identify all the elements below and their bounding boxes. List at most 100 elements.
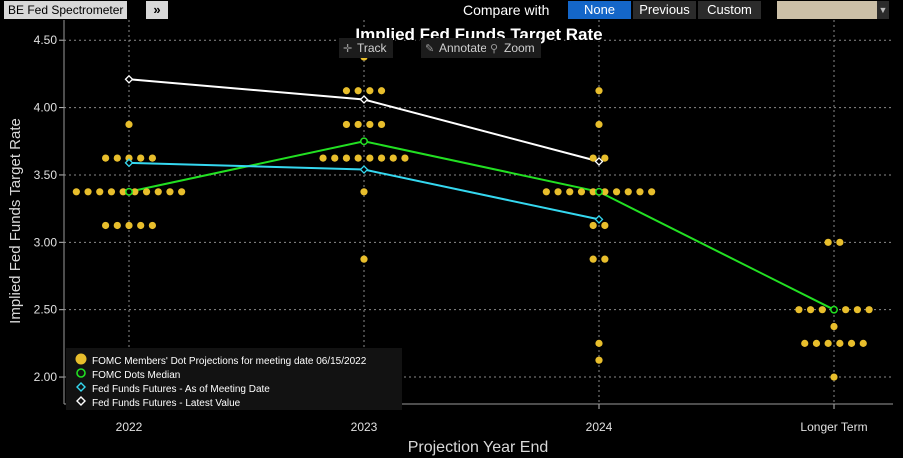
median-marker (830, 305, 838, 314)
dot-projection (113, 221, 121, 230)
track-label: Track (357, 41, 387, 55)
dot-projection (589, 255, 597, 263)
futures-marker (594, 214, 604, 224)
dot-projection (354, 87, 362, 95)
legend-diamond-icon (74, 381, 88, 398)
compare-label: Compare with (463, 2, 550, 18)
y-tick-label: 4.50 (34, 33, 58, 47)
annotate-button[interactable]: ✎ Annotate (421, 38, 494, 58)
dot-projection (319, 154, 327, 162)
dot-projection (595, 339, 603, 347)
dot-projection (125, 221, 133, 230)
legend-item-futures-latest: Fed Funds Futures - Latest Value (74, 395, 240, 409)
dot-projection (72, 188, 80, 196)
dot-projection (577, 188, 586, 196)
median-marker (360, 137, 368, 146)
dot-projection (401, 154, 409, 162)
dot-projection (107, 188, 116, 196)
dot-projection (836, 238, 844, 246)
dot-projection (566, 188, 574, 196)
y-axis-label: Implied Fed Funds Target Rate (7, 118, 24, 324)
dot-projection (148, 221, 156, 230)
legend-diamond-icon (74, 395, 88, 412)
tick-labels: 2.00 2.50 3.00 3.50 4.00 4.50 2022 2023 2024 Long… (34, 33, 868, 434)
legend-label: FOMC Dots Median (92, 370, 181, 382)
dot-projection (554, 188, 562, 196)
dot-projection (342, 154, 351, 162)
crosshair-icon: ✛ (343, 43, 353, 55)
annotate-label: Annotate (439, 41, 488, 55)
y-tick-label: 2.00 (34, 370, 58, 384)
dot-projection (836, 339, 844, 347)
dot-projection (366, 120, 374, 129)
chevron-down-icon[interactable]: ▼ (877, 1, 889, 19)
dot-projection (601, 221, 609, 230)
dot-projection (648, 188, 656, 196)
dot-projection (389, 154, 397, 162)
legend-item-futures-meeting: Fed Funds Futures - As of Meeting Date (74, 381, 270, 395)
dot-projection (801, 339, 809, 347)
dot-projection (542, 188, 550, 196)
dot-projection (377, 120, 386, 129)
dot-projection (612, 188, 621, 196)
dot-projection (795, 306, 803, 314)
x-tick-label: 2024 (586, 420, 613, 434)
dot-projection (102, 221, 110, 230)
app-title: BE Fed Spectrometer (4, 1, 128, 19)
legend-item-median: FOMC Dots Median (74, 367, 180, 381)
dot-projection (342, 87, 351, 95)
dot-projection (331, 154, 339, 162)
dot-projection (589, 221, 597, 230)
x-tick-label: Longer Term (800, 420, 867, 434)
dot-projection (377, 154, 386, 162)
series-lines (128, 78, 835, 311)
dot-projection (818, 306, 826, 314)
median-marker (125, 187, 133, 196)
dot-projection (830, 322, 838, 331)
dot-projection (342, 120, 351, 129)
dot-projection (830, 373, 838, 381)
chart-title: Implied Fed Funds Target Rate (355, 25, 602, 44)
futures-marker (359, 165, 369, 174)
dot-projection (865, 306, 873, 314)
compare-custom-button[interactable]: Custom (698, 1, 761, 19)
dot-projection (824, 339, 832, 347)
chart-grid (64, 20, 893, 404)
futures-marker (124, 158, 134, 168)
legend-circle-icon (74, 367, 88, 384)
median-marker (595, 187, 603, 196)
dot-projections (72, 53, 873, 381)
zoom-label: Zoom (504, 41, 535, 55)
legend-label: Fed Funds Futures - As of Meeting Date (92, 384, 270, 396)
dot-projection (377, 87, 386, 95)
dot-projection (125, 120, 133, 129)
compare-none-button[interactable]: None (568, 1, 631, 19)
dot-projection (847, 339, 856, 347)
more-menu-button[interactable]: » (146, 1, 168, 19)
pencil-icon: ✎ (425, 43, 435, 55)
dot-projection (148, 154, 156, 162)
dot-projection (360, 188, 368, 196)
compare-previous-button[interactable]: Previous (633, 1, 696, 19)
dot-projection (589, 154, 597, 162)
legend-item-dots: FOMC Members' Dot Projections for meetin… (74, 353, 366, 367)
track-button[interactable]: ✛ Track (339, 38, 393, 58)
dot-projection (366, 87, 374, 95)
x-tick-label: 2022 (116, 420, 143, 434)
chart-legend: FOMC Members' Dot Projections for meetin… (66, 348, 402, 410)
dot-projection (354, 120, 362, 129)
legend-dot-icon (74, 353, 88, 370)
dot-projection (125, 154, 133, 162)
dot-projection (595, 356, 603, 364)
dot-plot-chart: 2.00 2.50 3.00 3.50 4.00 4.50 2022 2023 2024 Long… (7, 20, 893, 456)
dot-projection (807, 306, 815, 314)
futures-marker (594, 157, 604, 166)
custom-compare-input[interactable] (777, 1, 877, 19)
dot-projection (142, 188, 151, 196)
dot-projection (166, 188, 174, 196)
zoom-button[interactable]: ⚲ Zoom (486, 38, 541, 58)
dot-projection (113, 154, 121, 162)
dot-projection (601, 154, 609, 162)
top-bar: BE Fed Spectrometer » Compare with None … (0, 0, 903, 20)
futures-marker (359, 95, 369, 104)
